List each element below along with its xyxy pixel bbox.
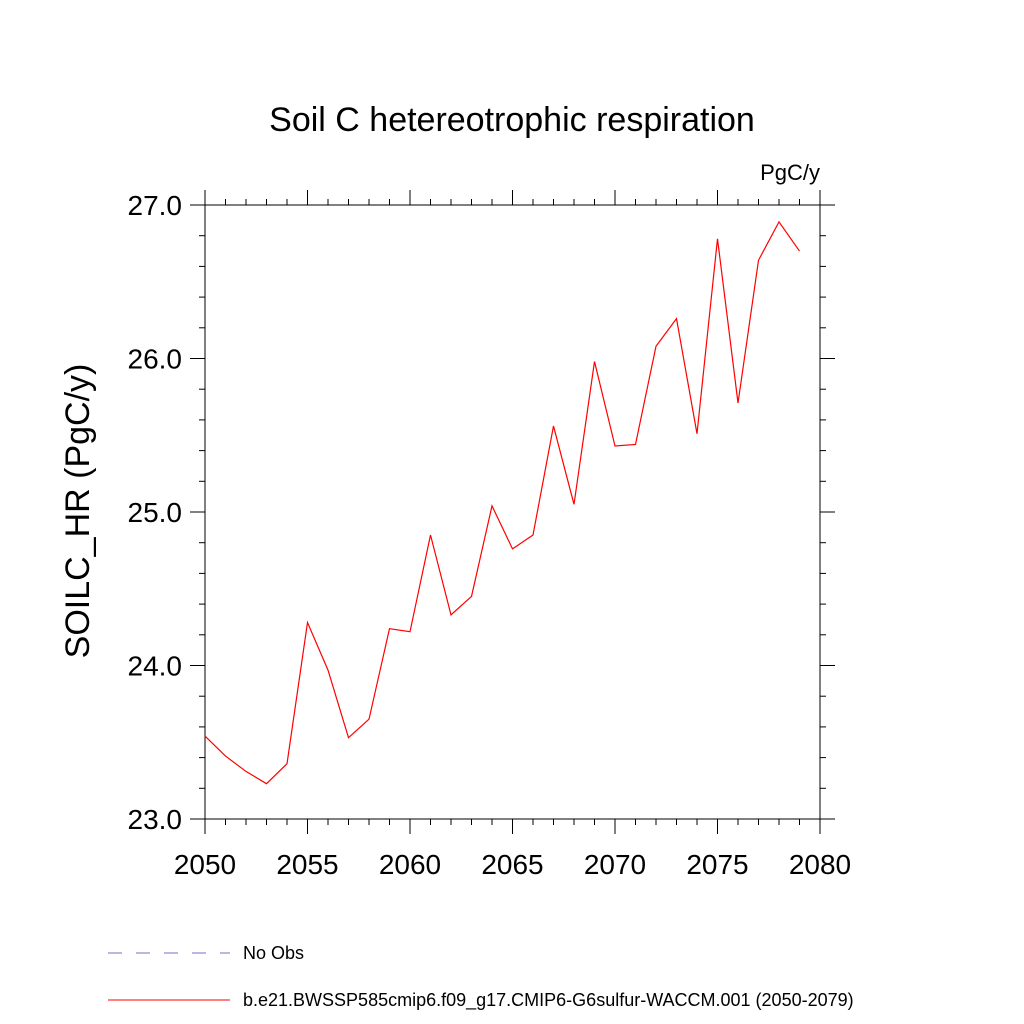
legend: No Obs b.e21.BWSSP585cmip6.f09_g17.CMIP6… [108,943,854,1011]
plot-area-border [204,204,821,820]
y-tick-label: 23.0 [128,804,183,835]
series-line-0 [204,220,800,785]
x-tick-label: 2060 [379,849,441,880]
y-tick-label: 25.0 [128,497,183,528]
x-tick-label: 2055 [276,849,338,880]
y-tick-label: 26.0 [128,344,183,375]
y-tick-label: 27.0 [128,190,183,221]
legend-label-model-run: b.e21.BWSSP585cmip6.f09_g17.CMIP6-G6sulf… [243,990,854,1011]
x-tick-label: 2050 [174,849,236,880]
y-tick-label: 24.0 [128,651,183,682]
legend-label-no-obs: No Obs [243,943,304,963]
chart-title: Soil C hetereotrophic respiration [269,101,755,139]
x-tick-label: 2065 [481,849,543,880]
y-axis-label: SOILC_HR (PgC/y) [59,364,97,659]
x-tick-label: 2070 [584,849,646,880]
units-label: PgC/y [760,160,820,185]
x-tick-label: 2080 [789,849,851,880]
x-tick-label: 2075 [686,849,748,880]
